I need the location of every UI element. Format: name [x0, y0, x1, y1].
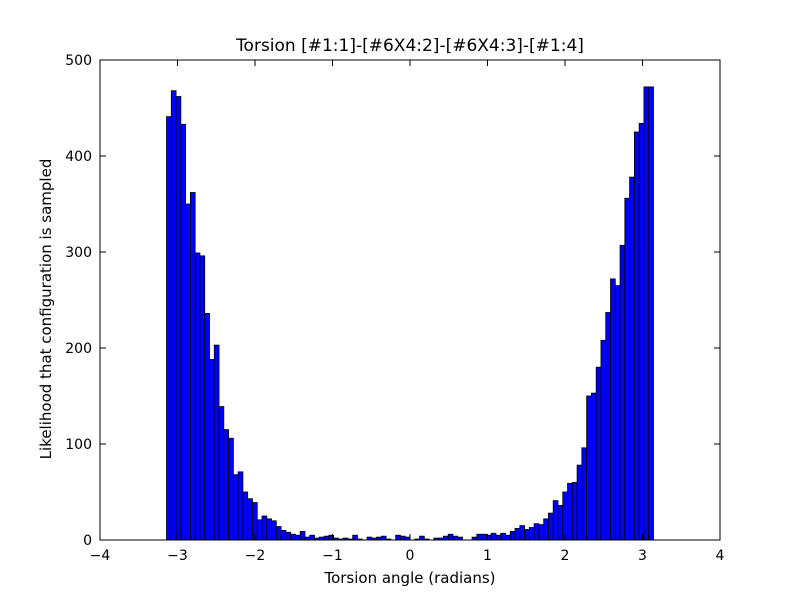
histogram-bar [538, 524, 545, 541]
histogram-bar [266, 518, 272, 541]
histogram-bar [581, 447, 588, 541]
histogram-bar [395, 534, 401, 541]
histogram-bar [495, 534, 502, 541]
histogram-bar [237, 471, 244, 541]
x-tick-label: −4 [90, 548, 111, 564]
histogram-bar [481, 533, 487, 541]
histogram-bar [533, 523, 540, 541]
x-tick-label: 4 [716, 548, 725, 564]
histogram-bar [443, 535, 449, 541]
histogram-bar [309, 534, 315, 541]
histogram-bar [633, 131, 640, 541]
histogram-bar [189, 192, 196, 541]
chart-title: Torsion [#1:1]-[#6X4:2]-[#6X4:3]-[#1:4] [236, 36, 584, 56]
histogram-bar [476, 533, 483, 541]
histogram-bar [194, 252, 201, 541]
histogram-bar [175, 96, 182, 541]
histogram-bar [285, 531, 292, 541]
histogram-bar [218, 406, 225, 541]
x-tick-label: −1 [322, 548, 343, 564]
histogram-bar [514, 528, 521, 541]
histogram-bar [170, 90, 177, 541]
x-tick-label: −2 [245, 548, 266, 564]
histogram-bar [562, 491, 568, 541]
histogram-bar [299, 530, 306, 541]
histogram-bar [586, 395, 592, 541]
x-tick-label: 2 [561, 548, 570, 564]
histogram-bar [610, 278, 616, 541]
histogram-bar [524, 529, 530, 541]
histogram-bar [595, 366, 602, 541]
x-tick-label: 0 [406, 548, 415, 564]
histogram-bar [223, 429, 229, 541]
histogram-bar [638, 122, 645, 541]
y-tick-label: 200 [65, 341, 92, 357]
histogram-bar [280, 530, 287, 541]
histogram-bar [261, 515, 268, 541]
histogram-bar [295, 534, 301, 541]
x-tick-label: −3 [167, 548, 188, 564]
histogram-bar [500, 532, 506, 541]
histogram-bar [247, 498, 253, 541]
y-tick-label: 400 [65, 149, 92, 165]
histogram-bar [204, 313, 210, 541]
axes-frame [99, 59, 721, 541]
histogram-bar [199, 255, 206, 541]
y-tick-label: 500 [65, 53, 92, 69]
histogram-bar [352, 534, 358, 541]
y-tick-label: 0 [83, 533, 92, 549]
histogram-bar [232, 474, 239, 541]
histogram-bar [228, 437, 234, 541]
histogram-bar [452, 535, 459, 541]
histogram-bar [447, 533, 454, 541]
histogram-bar [605, 312, 611, 541]
histogram-bar [600, 339, 607, 541]
histogram-bar [591, 392, 597, 541]
histogram-bar [624, 197, 631, 541]
histogram-bar [629, 176, 635, 541]
histogram-bar [614, 285, 621, 541]
histogram-bar [290, 533, 296, 541]
histogram-bar [543, 518, 549, 541]
histogram-bar [166, 116, 172, 541]
histogram-bar [552, 500, 559, 541]
histogram-bar [505, 534, 511, 541]
histogram-bar [400, 535, 406, 541]
y-axis-label: Likelihood that configuration is sampled [37, 158, 55, 460]
histogram-bar [571, 481, 578, 541]
histogram-bar [519, 525, 525, 541]
histogram-bar [576, 464, 583, 541]
histogram-bar [185, 203, 191, 541]
histogram-bar [648, 86, 654, 541]
histogram-bar [567, 482, 573, 541]
histogram-bar [380, 535, 387, 541]
histogram-bar [557, 505, 564, 541]
histogram-bar [419, 535, 425, 541]
histogram-bar [256, 519, 263, 541]
histogram-bar [619, 244, 626, 541]
x-axis-label: Torsion angle (radians) [324, 569, 496, 587]
histogram-bar [509, 530, 516, 541]
histogram-bar [242, 491, 249, 541]
y-tick-label: 300 [65, 245, 92, 261]
x-tick-label: 1 [483, 548, 492, 564]
y-tick-label: 100 [65, 437, 92, 453]
histogram-bar [275, 526, 282, 541]
histogram-bar [213, 344, 220, 541]
histogram-bar [548, 512, 554, 541]
x-tick-label: 3 [638, 548, 647, 564]
histogram-bar [490, 532, 497, 541]
histogram-bar [323, 535, 330, 541]
histogram-bar [271, 520, 277, 541]
histogram-bar [209, 359, 215, 541]
histogram-bar [180, 123, 187, 541]
histogram-bar [643, 86, 650, 541]
histogram-bar [528, 527, 535, 541]
